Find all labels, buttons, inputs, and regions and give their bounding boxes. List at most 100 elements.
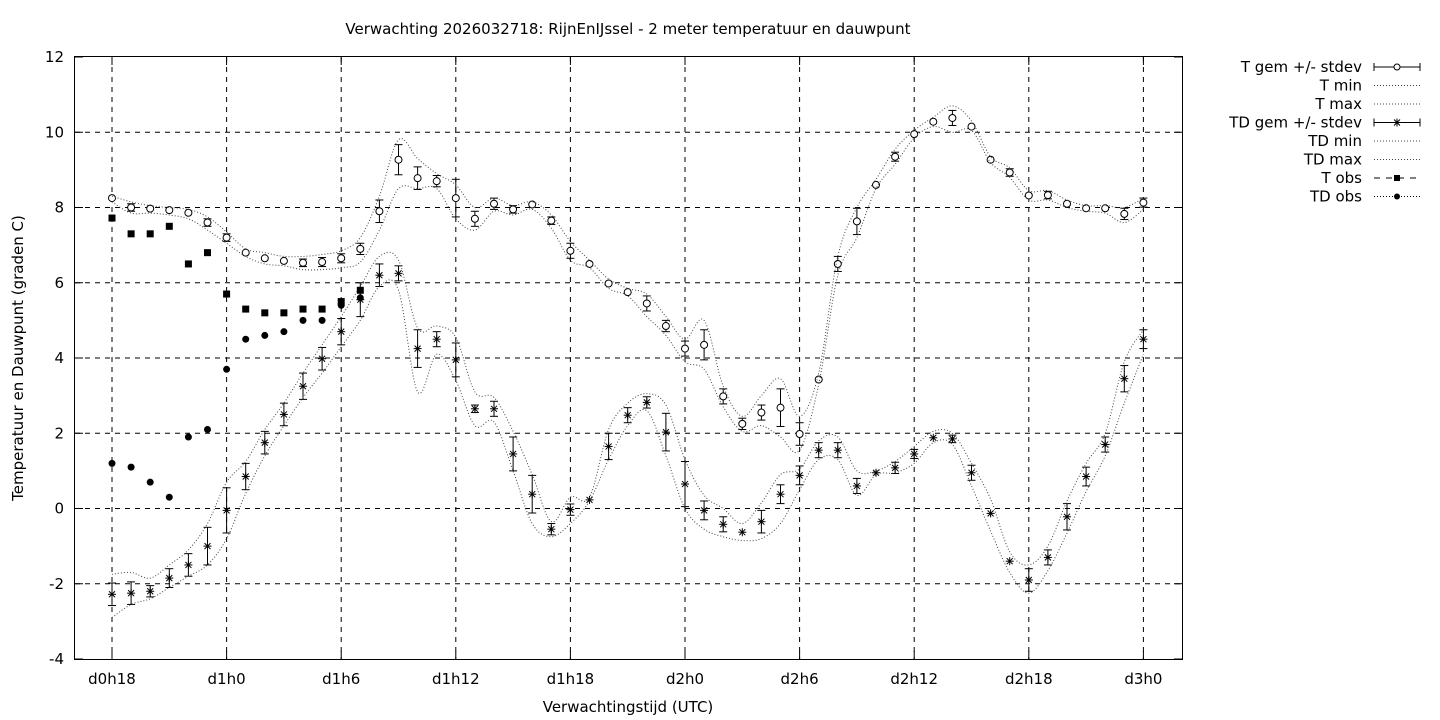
- data-point: [795, 430, 804, 439]
- data-point: [356, 294, 364, 302]
- data-point: [566, 246, 575, 255]
- data-point: [261, 331, 269, 339]
- series-3: [108, 263, 1148, 607]
- series-7: [108, 294, 364, 501]
- data-point: [1082, 472, 1091, 481]
- data-point: [872, 468, 880, 477]
- x-tick-label: d2h0: [666, 670, 704, 688]
- plot-frame: [74, 56, 1183, 660]
- data-point: [1139, 198, 1148, 207]
- data-point: [566, 505, 575, 514]
- data-point: [451, 194, 460, 203]
- x-tick-label: d2h18: [1005, 670, 1053, 688]
- data-point: [394, 155, 403, 164]
- star-stroke: [1044, 554, 1052, 561]
- data-point: [280, 328, 288, 336]
- star-stroke: [968, 469, 975, 477]
- legend-swatch: [1374, 175, 1420, 181]
- star-stroke: [853, 482, 861, 490]
- grid-lines: [75, 57, 1182, 659]
- data-point: [833, 259, 842, 268]
- data-point: [642, 299, 651, 308]
- data-point: [223, 290, 231, 298]
- star-stroke: [261, 439, 269, 447]
- data-point: [146, 587, 155, 596]
- x-tick-label: d2h12: [890, 670, 938, 688]
- data-point: [242, 305, 250, 313]
- y-tick-label: 4: [54, 349, 64, 367]
- star-stroke: [1006, 557, 1014, 565]
- star-stroke: [567, 506, 574, 513]
- x-tick-label: d1h12: [432, 670, 480, 688]
- data-point: [623, 411, 632, 420]
- star-stroke: [815, 446, 823, 454]
- data-point: [757, 517, 766, 526]
- y-tick-label: 2: [54, 424, 64, 442]
- data-point: [127, 230, 135, 238]
- star-stroke: [204, 542, 211, 550]
- data-point: [204, 249, 211, 257]
- legend-label: TD max: [1303, 151, 1362, 169]
- data-point: [432, 335, 441, 344]
- star-stroke: [280, 411, 288, 418]
- data-point: [604, 279, 613, 288]
- data-point: [585, 495, 594, 504]
- data-point: [165, 206, 174, 215]
- data-point: [299, 258, 307, 267]
- data-point: [108, 194, 116, 203]
- data-point: [910, 130, 919, 139]
- data-point: [776, 403, 785, 412]
- star-stroke: [624, 411, 632, 419]
- y-tick-label: 0: [54, 500, 64, 518]
- plot-series: [108, 105, 1148, 619]
- data-point: [108, 214, 116, 222]
- data-point: [719, 520, 728, 529]
- data-point: [165, 574, 174, 583]
- data-point: [203, 218, 212, 227]
- star-stroke: [662, 428, 670, 436]
- star-stroke: [318, 355, 326, 363]
- star-stroke: [681, 480, 689, 488]
- x-tick-label: d3h0: [1124, 670, 1162, 688]
- data-point: [337, 301, 345, 309]
- star-stroke: [929, 434, 937, 442]
- series-0: [108, 109, 1148, 446]
- data-point: [681, 480, 689, 489]
- y-tick-label: -2: [49, 575, 64, 593]
- data-point: [547, 216, 556, 225]
- star-stroke: [185, 561, 192, 569]
- data-point: [356, 286, 364, 294]
- data-point: [242, 335, 250, 343]
- y-tick-label: 12: [45, 48, 64, 66]
- data-point: [413, 344, 422, 353]
- star-stroke: [700, 507, 708, 514]
- star-stroke: [547, 525, 555, 533]
- star-stroke: [949, 435, 956, 443]
- legend-label: TD min: [1307, 132, 1362, 150]
- data-point: [470, 214, 479, 223]
- data-point: [509, 205, 518, 214]
- data-point: [165, 493, 173, 501]
- star-stroke: [738, 528, 746, 536]
- star-stroke: [719, 520, 727, 528]
- data-point: [528, 200, 537, 209]
- data-point: [318, 316, 326, 324]
- star-stroke: [528, 490, 536, 498]
- x-tick-label: d1h18: [547, 670, 595, 688]
- data-point: [451, 355, 460, 364]
- star-stroke: [758, 518, 765, 526]
- legend-swatch: [1374, 193, 1420, 200]
- legend-label: T gem +/- stdev: [1240, 58, 1362, 76]
- star-stroke: [1025, 576, 1033, 584]
- legend-swatch: [1373, 118, 1421, 127]
- data-point: [318, 354, 327, 363]
- data-point: [585, 259, 594, 268]
- data-point: [223, 365, 231, 373]
- data-point: [891, 463, 900, 472]
- legend-label: T min: [1319, 77, 1362, 95]
- star-stroke: [452, 356, 460, 364]
- star-stroke: [242, 473, 250, 480]
- y-tick-label: 6: [54, 274, 64, 292]
- data-point: [661, 428, 670, 437]
